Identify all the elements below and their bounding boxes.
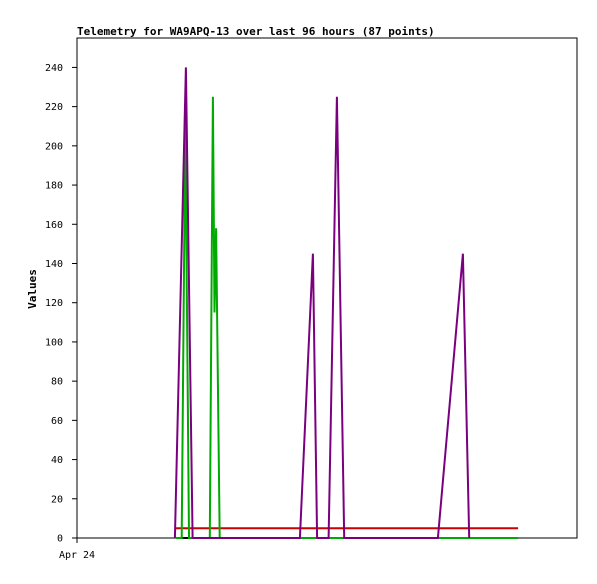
x-tick-label: Apr 24 <box>59 550 95 561</box>
y-tick-label: 240 <box>45 63 63 74</box>
series-line-2 <box>176 96 519 539</box>
y-tick-label: 60 <box>51 416 63 427</box>
series-line-3 <box>173 67 471 539</box>
y-tick-label: 220 <box>45 102 63 113</box>
y-tick-label: 180 <box>45 181 63 192</box>
y-axis-ticks: 0 20 40 60 80 100 120 140 160 180 200 220 240 <box>45 63 77 545</box>
y-tick-label: 0 <box>57 534 63 545</box>
y-tick-label: 140 <box>45 259 63 270</box>
chart-title: Telemetry for WA9APQ-13 over last 96 hou… <box>77 25 435 38</box>
series-layer <box>173 67 519 539</box>
y-tick-label: 80 <box>51 377 63 388</box>
x-axis-ticks: Apr 24 <box>59 538 95 561</box>
y-tick-label: 100 <box>45 337 63 348</box>
y-tick-label: 120 <box>45 298 63 309</box>
y-tick-label: 20 <box>51 494 63 505</box>
y-tick-label: 200 <box>45 141 63 152</box>
y-tick-label: 160 <box>45 220 63 231</box>
y-tick-label: 40 <box>51 455 63 466</box>
y-axis-label: Values <box>26 269 39 309</box>
